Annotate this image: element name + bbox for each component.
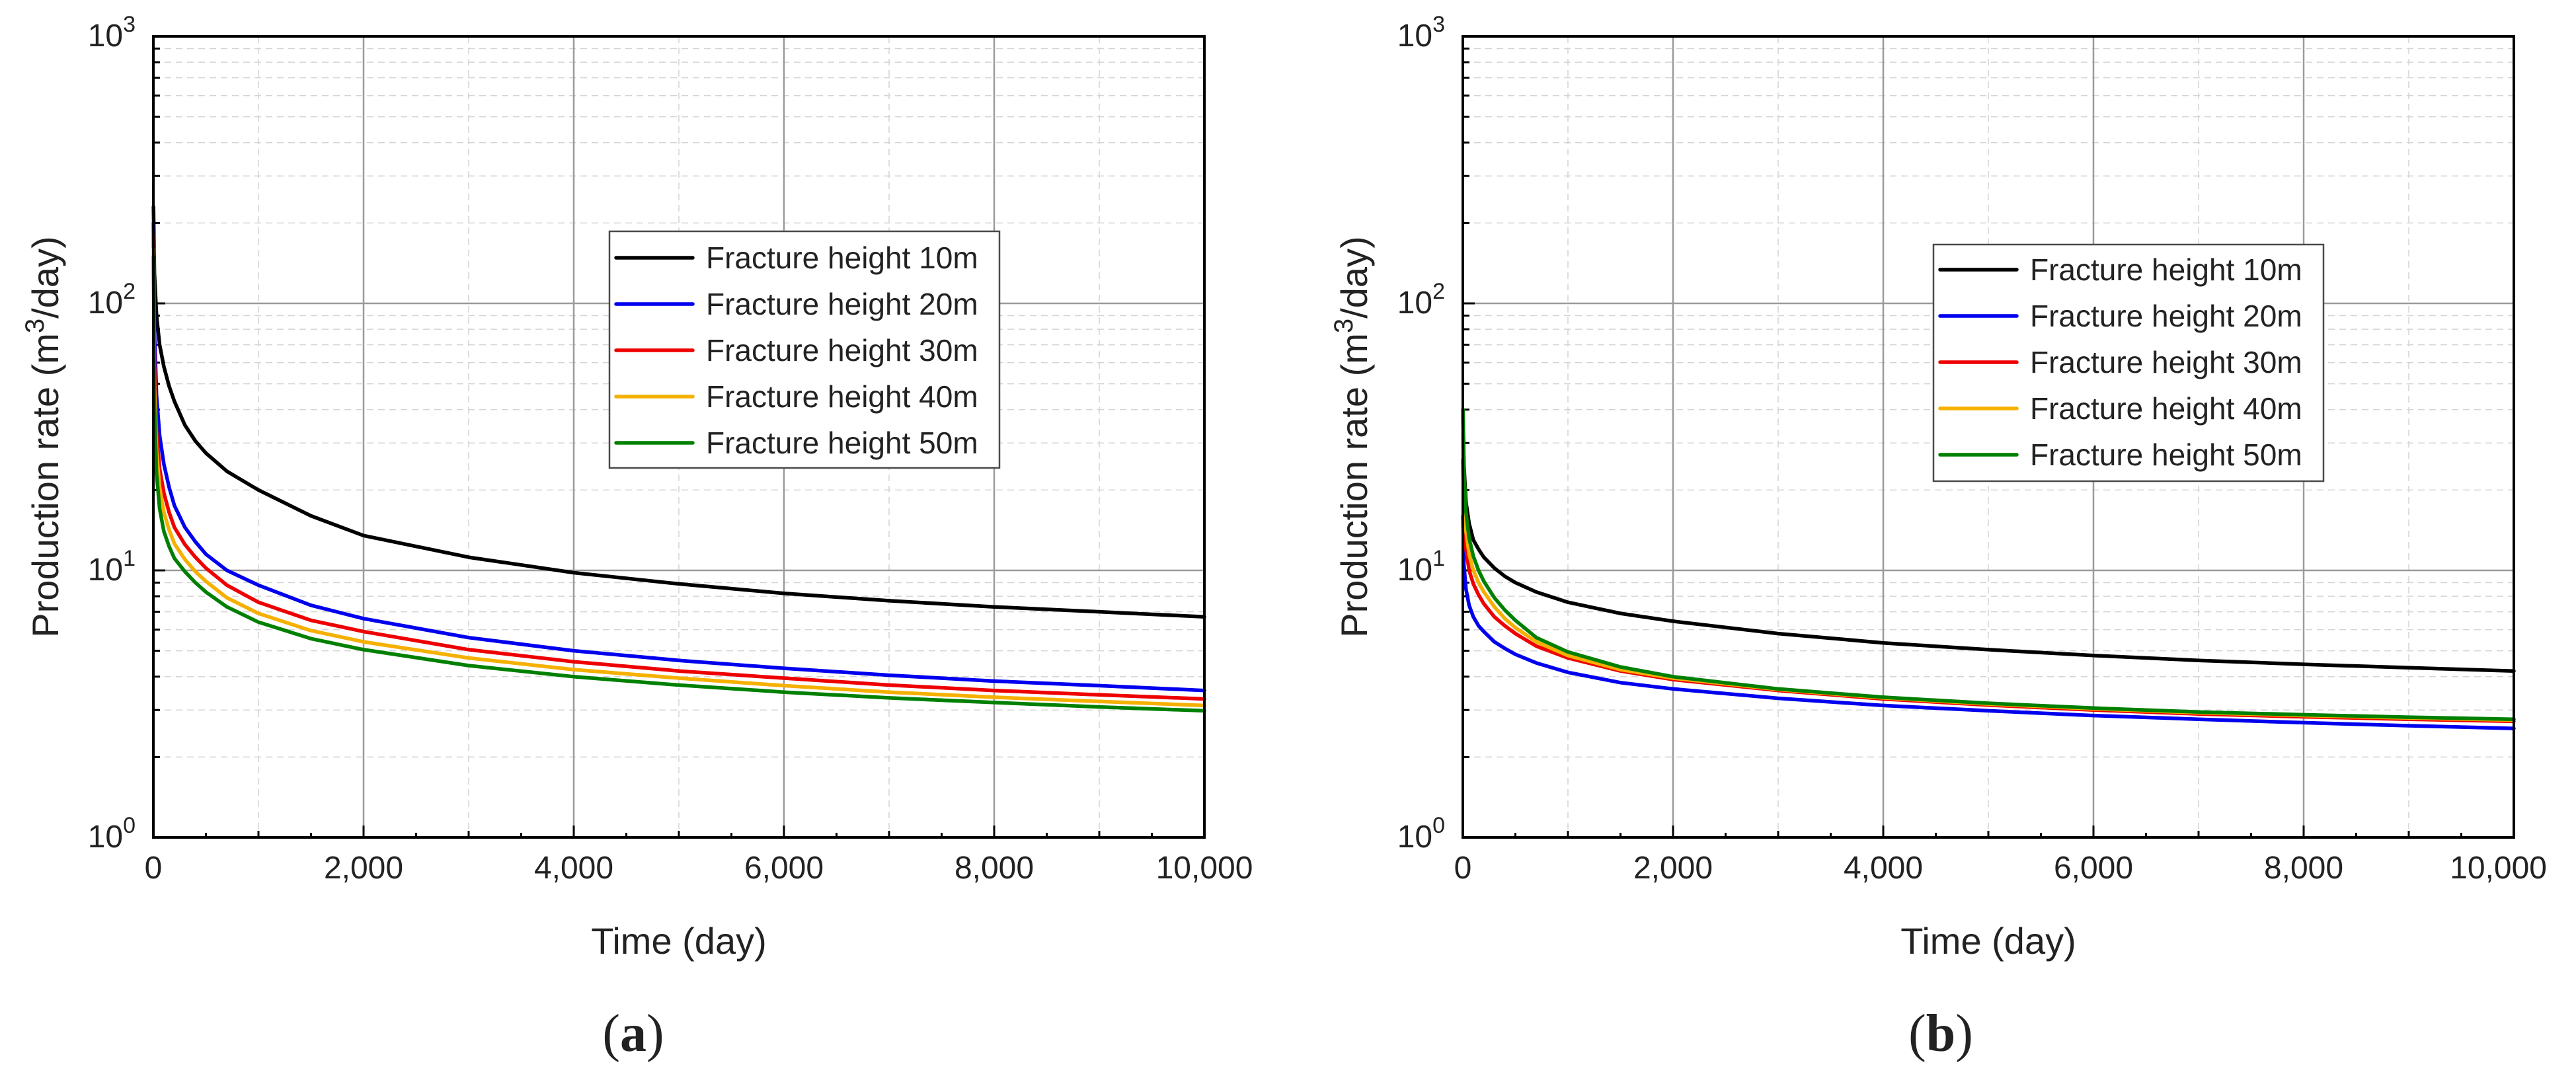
legend-label-40m: Fracture height 40m [2030, 391, 2302, 426]
x-tick-label: 4,000 [534, 851, 613, 886]
plot-frame-a [152, 35, 1206, 839]
legend-label-50m: Fracture height 50m [2030, 438, 2302, 472]
legend-label-20m: Fracture height 20m [706, 287, 978, 321]
series-lines-a [151, 205, 1206, 713]
panel-label-a: (a) [602, 1005, 664, 1063]
y-tick-label: 102 [88, 279, 136, 321]
x-tick-label: 2,000 [1633, 851, 1713, 886]
series-line-20m [151, 221, 1206, 693]
series-line-50m [151, 254, 1206, 713]
y-tick-label: 100 [1397, 813, 1445, 855]
chart-panel-b: 0 2,000 4,000 6,000 8,000 10,000 100 101… [1329, 12, 2547, 1063]
y-tick-label: 100 [88, 813, 136, 855]
series-lines-b [1461, 408, 2516, 730]
x-axis-title-b: Time (day) [1900, 920, 2076, 962]
y-axis-title-b: Production rate (m3/day) [1329, 236, 1375, 637]
x-tick-label: 6,000 [2054, 851, 2133, 886]
legend-label-10m: Fracture height 10m [2030, 252, 2302, 287]
legend-label-30m: Fracture height 30m [2030, 345, 2302, 379]
y-tick-label: 101 [1397, 546, 1445, 588]
legend-label-30m: Fracture height 30m [706, 333, 978, 367]
y-tick-label: 103 [1397, 12, 1445, 54]
y-axis-title-a: Production rate (m3/day) [20, 236, 66, 637]
y-tick-labels-b: 100 101 102 103 [1397, 12, 1445, 855]
x-tick-label: 8,000 [2264, 851, 2343, 886]
legend-b: Fracture height 10m Fracture height 20m … [1932, 243, 2325, 482]
series-line-30m [151, 233, 1206, 701]
y-tick-label: 101 [88, 546, 136, 588]
grid-b [1463, 36, 2514, 837]
series-line-10m [1461, 408, 2516, 673]
series-line-10m [151, 205, 1206, 619]
x-axis-title-a: Time (day) [591, 920, 767, 962]
x-tick-labels-b: 0 2,000 4,000 6,000 8,000 10,000 [1454, 851, 2547, 886]
x-tick-label: 4,000 [1844, 851, 1923, 886]
series-line-40m [151, 247, 1206, 708]
plot-frame-b [1462, 35, 2515, 839]
chart-panel-a: 0 2,000 4,000 6,000 8,000 10,000 100 101… [20, 12, 1253, 1063]
y-tick-label: 102 [1397, 279, 1445, 321]
y-tick-label: 103 [88, 12, 136, 54]
legend-a: Fracture height 10m Fracture height 20m … [608, 230, 1001, 469]
x-tick-label: 2,000 [324, 851, 403, 886]
x-tick-label: 10,000 [2450, 851, 2547, 886]
legend-label-20m: Fracture height 20m [2030, 299, 2302, 333]
legend-label-40m: Fracture height 40m [706, 379, 978, 414]
x-tick-label: 6,000 [744, 851, 824, 886]
x-tick-label: 10,000 [1156, 851, 1253, 886]
x-tick-label: 0 [1454, 851, 1472, 886]
legend-label-10m: Fracture height 10m [706, 241, 978, 275]
panel-label-b: (b) [1908, 1005, 1973, 1063]
series-line-20m [1461, 514, 2516, 730]
legend-label-50m: Fracture height 50m [706, 426, 978, 460]
y-tick-labels-a: 100 101 102 103 [88, 12, 136, 855]
x-tick-label: 0 [145, 851, 163, 886]
series-line-50m [1461, 408, 2516, 721]
x-tick-label: 8,000 [955, 851, 1034, 886]
x-tick-labels-a: 0 2,000 4,000 6,000 8,000 10,000 [145, 851, 1253, 886]
